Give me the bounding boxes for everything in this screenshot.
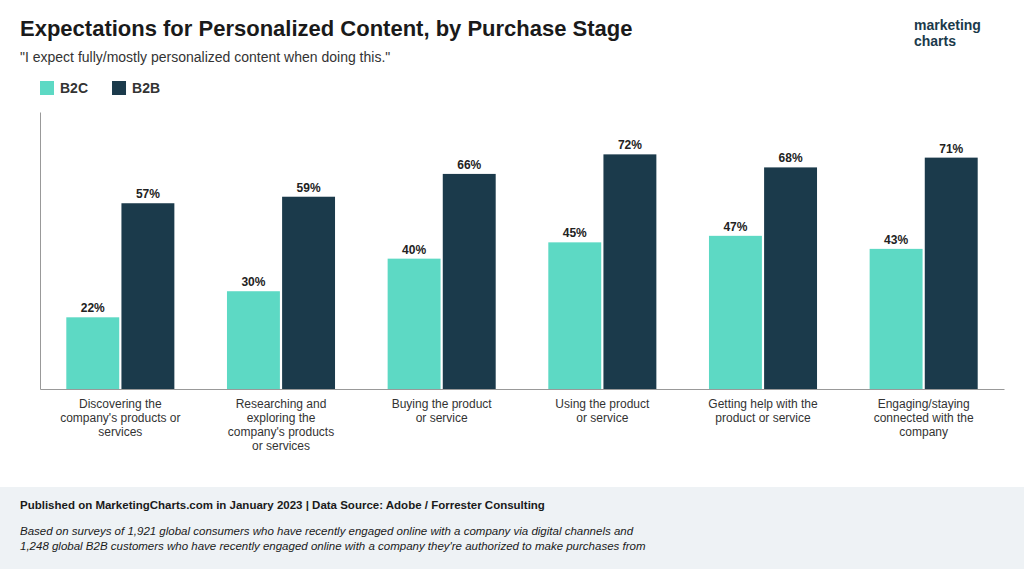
bar (121, 203, 174, 389)
legend-label: B2B (132, 80, 160, 96)
x-tick-label: Researching andexploring thecompany's pr… (228, 397, 334, 453)
annotation-line: 1,248 global B2B customers who have rece… (20, 540, 646, 552)
plot: 22% 30% 40% 45% 47% 43% 57% 59% 66% 72% 68% 71% Disc… (41, 113, 1005, 453)
subtitle: "I expect fully/mostly personalized cont… (20, 49, 390, 65)
chart: Expectations for Personalized Content, b… (0, 0, 1024, 569)
x-tick-label-line: company's products (228, 425, 334, 439)
x-axis: Discovering thecompany's products orserv… (41, 390, 1005, 453)
bar (870, 249, 923, 389)
data-label: 57% (136, 187, 160, 201)
x-tick-label: Buying the productor service (392, 397, 493, 425)
x-tick-label-line: services (98, 425, 142, 439)
x-tick: Getting help with theproduct or service (708, 397, 818, 425)
data-labels: 22% 30% 40% 45% 47% 43% 57% 59% 66% 72% 68% 71% (81, 138, 964, 315)
bar (764, 167, 817, 389)
x-tick: Discovering thecompany's products orserv… (60, 397, 180, 439)
legend-item: B2C (40, 80, 88, 96)
y-axis-line (40, 113, 41, 390)
x-tick-label: Getting help with theproduct or service (708, 397, 818, 425)
series (121, 154, 977, 389)
bar (443, 174, 496, 389)
footer-background (0, 487, 1024, 569)
x-tick-label-line: or service (416, 411, 468, 425)
bar (227, 291, 280, 389)
annotation-line: marketing (914, 17, 981, 33)
data-label: 47% (723, 220, 747, 234)
bar (925, 158, 978, 389)
bar (66, 317, 119, 389)
x-tick-label-line: or service (576, 411, 628, 425)
annotation-line: Published on MarketingCharts.com in Janu… (20, 499, 545, 511)
legend-label: B2C (60, 80, 88, 96)
annotation-line: charts (914, 33, 956, 49)
annotation: Published on MarketingCharts.com in Janu… (20, 499, 545, 511)
legend-swatch (112, 81, 126, 95)
x-tick-label-line: company's products or (60, 411, 180, 425)
x-tick: Engaging/stayingconnected with thecompan… (874, 397, 974, 439)
bars (66, 154, 977, 389)
y-axis (40, 113, 41, 390)
x-tick-label-line: Using the product (555, 397, 650, 411)
x-tick-label-line: Researching and (236, 397, 327, 411)
legend: B2C B2B (40, 80, 160, 96)
data-label: 40% (402, 243, 426, 257)
bar (709, 236, 762, 389)
data-label: 30% (241, 275, 265, 289)
annotation-line: Based on surveys of 1,921 global consume… (20, 525, 634, 537)
bar (388, 259, 441, 389)
data-label: 71% (939, 142, 963, 156)
data-label: 45% (563, 226, 587, 240)
annotation: Based on surveys of 1,921 global consume… (20, 525, 646, 552)
x-tick-label: Engaging/stayingconnected with thecompan… (874, 397, 974, 439)
annotation: marketingcharts (914, 17, 981, 49)
legend-item: B2B (112, 80, 160, 96)
bar (548, 242, 601, 389)
x-tick-label: Using the productor service (555, 397, 650, 425)
title: Expectations for Personalized Content, b… (20, 16, 633, 41)
data-label: 72% (618, 138, 642, 152)
x-tick-label-line: product or service (715, 411, 811, 425)
x-tick-label-line: company (899, 425, 948, 439)
data-label: 66% (457, 158, 481, 172)
bar (282, 197, 335, 389)
x-tick-label-line: Engaging/staying (878, 397, 970, 411)
x-tick-label-line: exploring the (247, 411, 316, 425)
x-tick-label-line: or services (252, 439, 310, 453)
x-tick-label: Discovering thecompany's products orserv… (60, 397, 180, 439)
data-label: 22% (81, 301, 105, 315)
x-tick: Using the productor service (555, 397, 650, 425)
data-label: 43% (884, 233, 908, 247)
legend-swatch (40, 81, 54, 95)
x-tick-label-line: Buying the product (392, 397, 493, 411)
x-tick: Researching andexploring thecompany's pr… (228, 397, 334, 453)
x-tick: Buying the productor service (392, 397, 493, 425)
bar (603, 154, 656, 389)
x-tick-label-line: Getting help with the (708, 397, 818, 411)
x-axis-line (41, 389, 1005, 390)
data-label: 59% (297, 181, 321, 195)
data-label: 68% (779, 151, 803, 165)
x-tick-label-line: connected with the (874, 411, 974, 425)
x-tick-label-line: Discovering the (79, 397, 162, 411)
